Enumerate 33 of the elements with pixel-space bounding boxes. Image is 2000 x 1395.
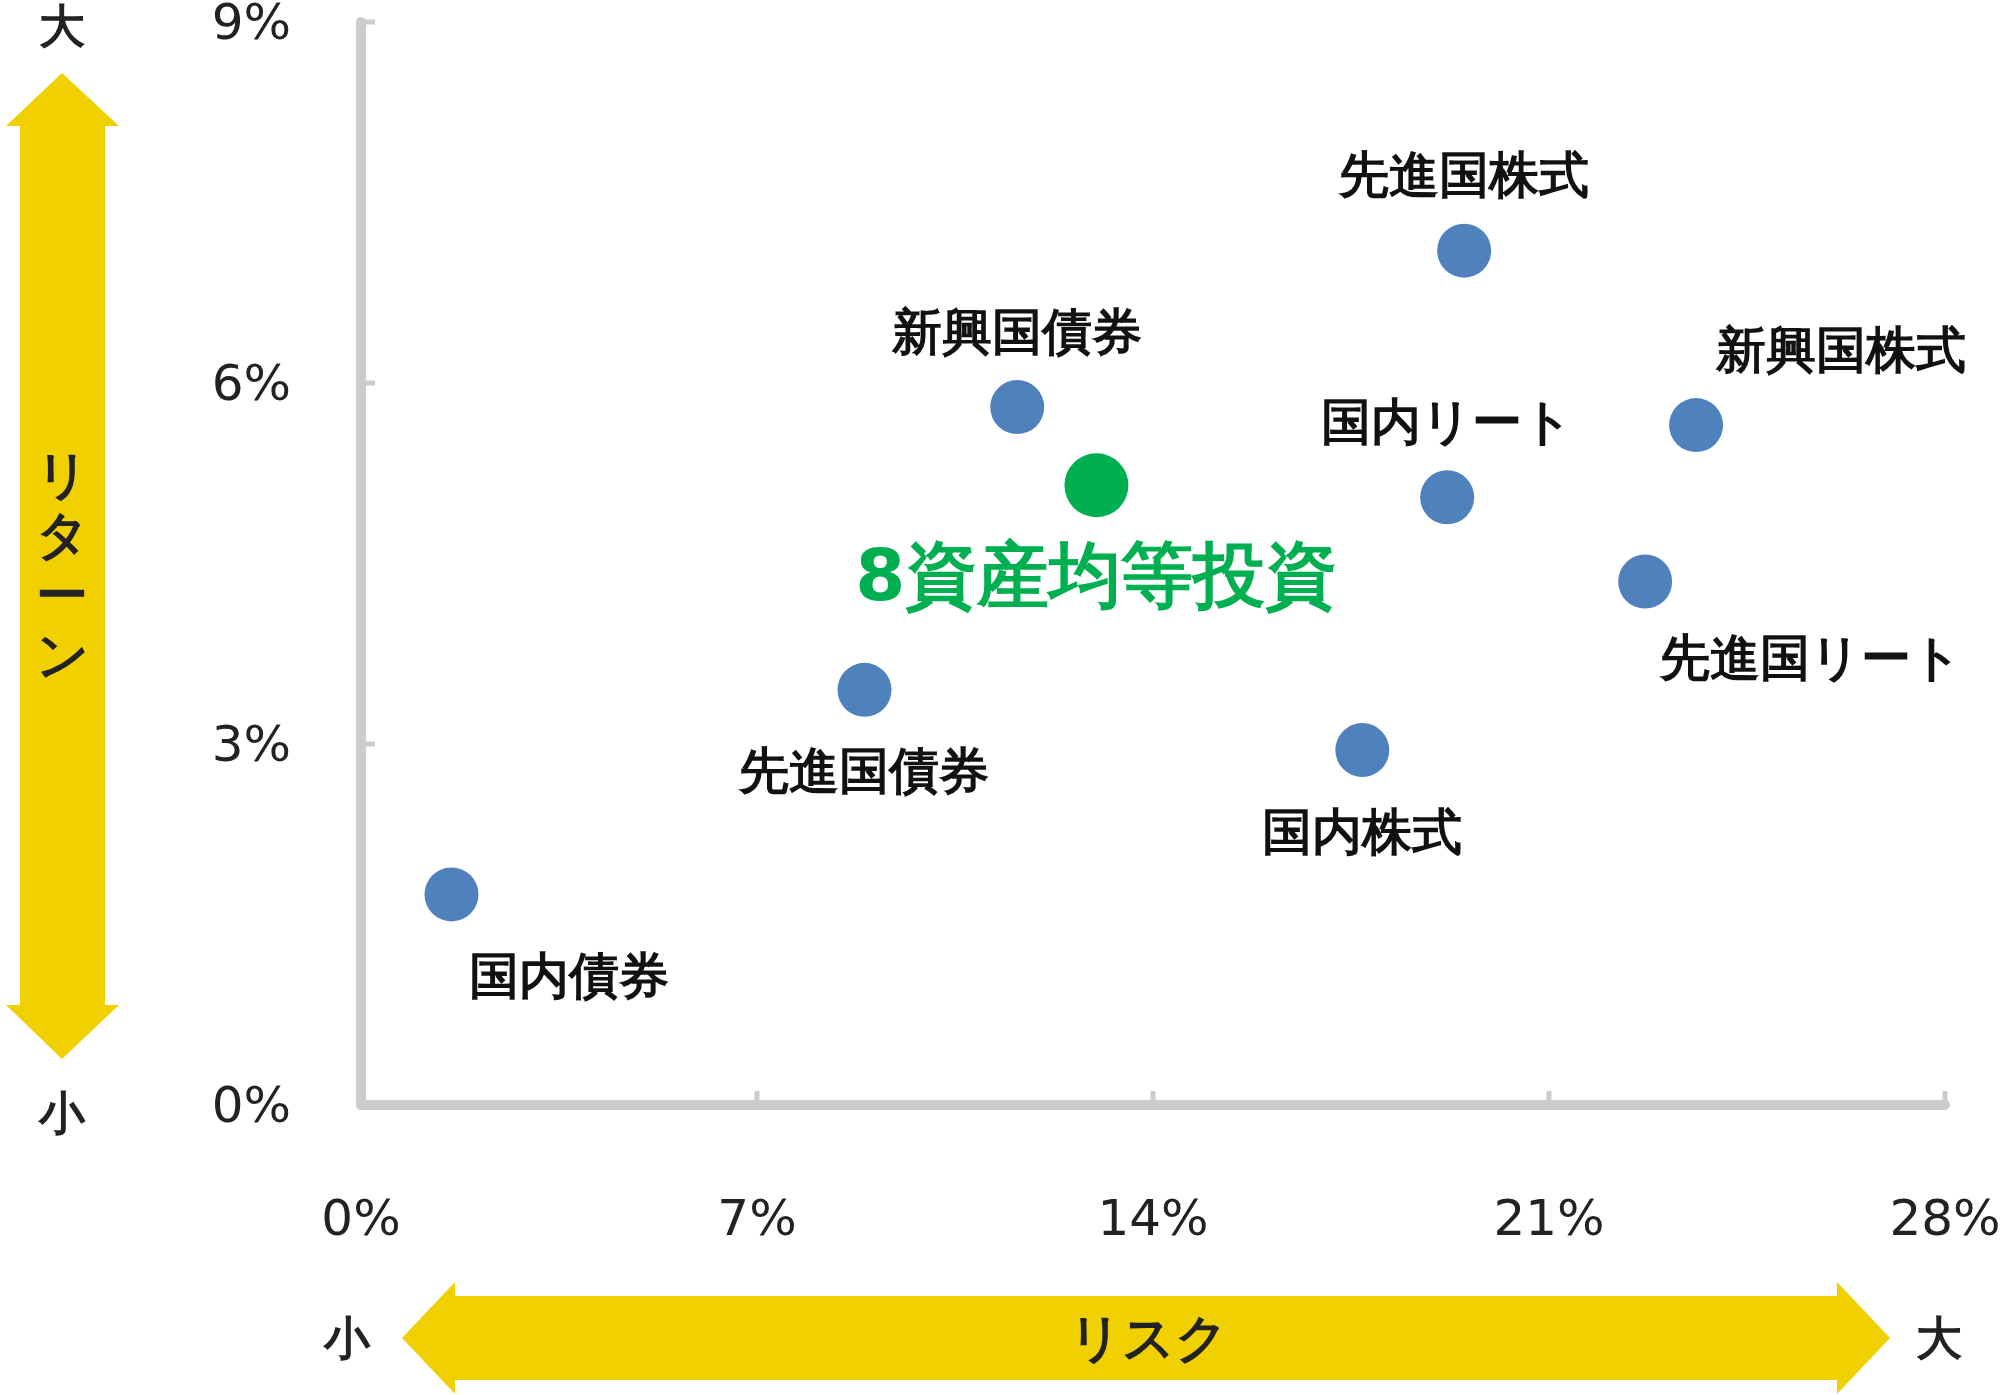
text: 小 bbox=[322, 1311, 371, 1365]
text: 小 bbox=[37, 1086, 86, 1140]
text: 大 bbox=[1916, 1311, 1962, 1365]
y-tick-label: 9% bbox=[211, 0, 291, 51]
point bbox=[1335, 723, 1390, 778]
text: 大 bbox=[39, 0, 85, 53]
point bbox=[1618, 554, 1673, 609]
x-tick-label: 0% bbox=[321, 1189, 401, 1247]
series-label: 先進国株式 bbox=[1338, 146, 1590, 205]
series-label: 国内債券 bbox=[468, 947, 669, 1006]
point bbox=[424, 867, 479, 922]
point bbox=[1669, 398, 1724, 453]
point bbox=[1437, 223, 1492, 278]
series-label: 8資産均等投資 bbox=[855, 532, 1338, 617]
x-tick-label: 28% bbox=[1889, 1189, 2000, 1247]
series-label: 新興国債券 bbox=[891, 302, 1143, 361]
x-tick-label: 14% bbox=[1097, 1189, 1209, 1247]
x-tick-label: 7% bbox=[717, 1189, 797, 1247]
point bbox=[837, 662, 892, 717]
series-label: 国内株式 bbox=[1262, 802, 1463, 861]
x-axis-title: リスク bbox=[1068, 1308, 1228, 1368]
series-label: 国内リート bbox=[1321, 393, 1574, 452]
point bbox=[1420, 470, 1475, 525]
y-axis-title: リターン bbox=[35, 445, 89, 685]
y-tick-label: 6% bbox=[211, 354, 291, 412]
x-tick-label: 21% bbox=[1493, 1189, 1605, 1247]
y-tick-label: 0% bbox=[211, 1076, 291, 1134]
series-label: 先進国債券 bbox=[738, 742, 990, 801]
point bbox=[990, 380, 1045, 435]
series-label: 新興国株式 bbox=[1715, 320, 1967, 379]
series-label: 先進国リート bbox=[1658, 629, 1962, 688]
y-tick-label: 3% bbox=[211, 715, 291, 773]
point bbox=[1064, 453, 1129, 518]
